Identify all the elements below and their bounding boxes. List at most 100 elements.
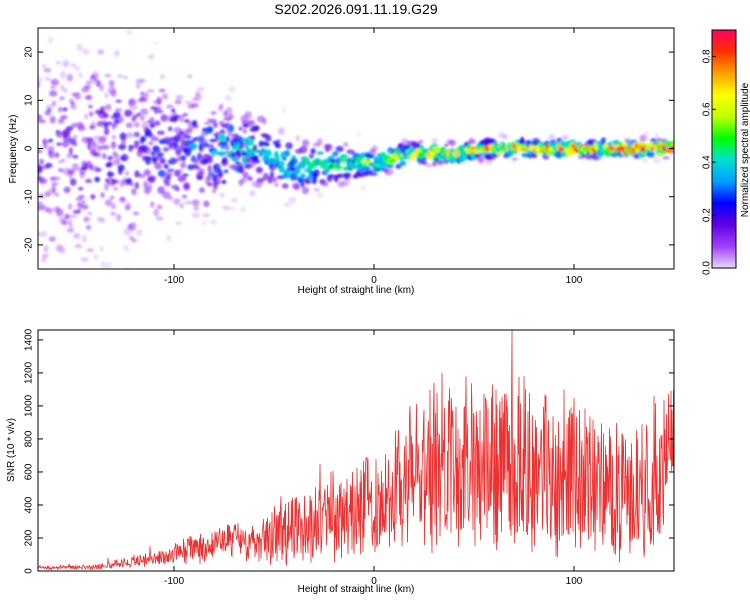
spectrogram-cell (92, 141, 98, 150)
spectrogram-cell (41, 64, 47, 68)
colorbar: 0.0 0.2 0.4 0.6 0.8 Normalized spectral ampl… (702, 29, 750, 275)
spectrogram-cell (156, 96, 162, 105)
spectrogram-cell (191, 199, 200, 206)
spectrogram-cell (298, 161, 307, 169)
spectrogram-cell (73, 135, 78, 139)
spectrogram-cell (203, 121, 212, 125)
spectrogram-cell (173, 114, 181, 119)
spectrogram-cell (77, 207, 82, 214)
snr-ytick-label: 1200 (24, 361, 35, 384)
spectrogram-cell (94, 254, 98, 261)
spectrogram-cell (154, 162, 163, 170)
spectrogram-cell (206, 182, 213, 187)
spectrogram-cell (131, 238, 137, 243)
spectrogram-cell (278, 127, 285, 135)
spectrogram-cell (262, 117, 267, 125)
spectrogram-cell (80, 257, 89, 262)
spectrogram-xtick-label: 100 (566, 275, 583, 286)
spectrogram-cell (117, 164, 125, 171)
spectrogram-cell (59, 71, 67, 79)
spectrogram-cell (180, 176, 188, 181)
spectrogram-cell (190, 102, 199, 108)
spectrogram-cell (643, 158, 647, 162)
spectrogram-cell (194, 123, 199, 129)
spectrogram-cell (97, 136, 107, 144)
spectrogram-cell (43, 245, 49, 253)
spectrogram-cell (360, 185, 367, 191)
spectrogram-cell (68, 203, 73, 210)
spectrogram-cell (143, 169, 151, 177)
spectrogram-cell (316, 151, 324, 155)
spectrogram-cell (104, 199, 113, 207)
snr-ytick-label: 1400 (24, 328, 35, 351)
spectrogram-cell (284, 202, 291, 208)
spectrogram-cell (54, 193, 60, 197)
spectrogram-cell (490, 146, 497, 153)
spectrogram-cell (111, 123, 116, 131)
spectrogram-cell (419, 144, 424, 151)
spectrogram-cell (42, 253, 50, 258)
spectrogram-cell (213, 179, 222, 185)
spectrogram-cell (193, 205, 200, 212)
spectrogram-cell (310, 148, 316, 155)
spectrogram-cell (61, 220, 68, 225)
spectrogram-cell (671, 150, 674, 154)
spectrogram-cell (226, 106, 232, 114)
spectrogram-cell (528, 145, 536, 151)
spectrogram-cell (39, 193, 44, 199)
spectrogram-cell (167, 168, 175, 172)
spectrogram-cell (222, 205, 230, 211)
spectrogram-cell (153, 208, 159, 217)
spectrogram-cell (109, 195, 115, 200)
spectrogram-cell (197, 152, 203, 160)
spectrogram-cell (269, 170, 274, 179)
spectrogram-xtick-label: -100 (164, 275, 184, 286)
spectrogram-cell (432, 160, 437, 167)
spectrogram-cell (107, 155, 114, 161)
spectrogram-cell (100, 261, 106, 268)
spectrogram-cell (55, 61, 61, 65)
spectrogram-cell (239, 141, 246, 147)
spectrogram-cell (38, 76, 43, 83)
spectrogram-cell (38, 231, 40, 237)
spectrogram-cell (57, 118, 65, 124)
snr-ytick-label: 800 (24, 430, 35, 447)
spectrogram-cell (43, 68, 52, 73)
spectrogram-cell (168, 142, 174, 150)
spectrogram-cell (251, 181, 256, 188)
colorbar-gradient (712, 30, 736, 268)
spectrogram-cell (195, 90, 201, 97)
spectrogram-cell (181, 155, 186, 162)
spectrogram-cell (158, 88, 166, 93)
spectrogram-cell (157, 205, 163, 210)
spectrogram-cell (157, 186, 165, 195)
spectrogram-cell (78, 194, 85, 199)
spectrogram-cell (184, 135, 192, 139)
spectrogram-cell (104, 73, 112, 78)
spectrogram-cell (106, 121, 113, 126)
spectrogram-cell (103, 127, 110, 136)
spectrogram-cell (298, 178, 307, 183)
spectrogram-cell (84, 178, 93, 184)
spectrogram-cell (198, 187, 205, 194)
spectrogram-cell (85, 94, 93, 101)
spectrogram-cell (300, 181, 305, 188)
spectrogram-cell (654, 132, 660, 140)
spectrogram-cell (180, 162, 187, 169)
spectrogram-cell (74, 92, 82, 100)
spectrogram-cell (119, 132, 127, 141)
spectrogram-cell (147, 183, 153, 191)
spectrogram-cell (146, 89, 155, 93)
spectrogram-cell (444, 143, 449, 147)
spectrogram-cell (154, 120, 161, 126)
spectrogram-cell (60, 85, 65, 91)
spectrogram-cell (172, 111, 178, 116)
spectrogram-cell (223, 169, 229, 174)
spectrogram-cell (103, 92, 109, 98)
spectrogram-cell (119, 196, 126, 201)
spectrogram-cell (206, 154, 214, 161)
spectrogram-cell (308, 153, 314, 159)
spectrogram-cell (68, 147, 73, 155)
spectrogram-cell (179, 203, 184, 209)
